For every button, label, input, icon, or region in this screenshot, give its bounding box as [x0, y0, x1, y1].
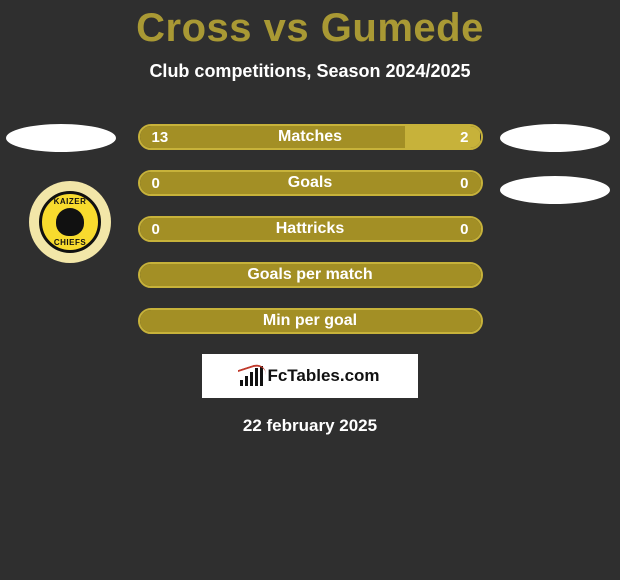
badge-text-top: KAIZER [42, 197, 98, 206]
bar-value-left: 0 [152, 221, 160, 238]
stat-bar-goals-per-match: Goals per match [138, 262, 483, 288]
bar-value-right: 2 [460, 129, 468, 146]
player-left-avatar-placeholder [6, 124, 116, 152]
kaizer-chiefs-logo-icon: KAIZER CHIEFS [39, 191, 101, 253]
comparison-panel: KAIZER CHIEFS 132Matches00Goals00Hattric… [0, 124, 620, 436]
bar-value-left: 13 [152, 129, 169, 146]
stat-bars: 132Matches00Goals00HattricksGoals per ma… [138, 124, 483, 334]
stat-bar-goals: 00Goals [138, 170, 483, 196]
bar-value-left: 0 [152, 175, 160, 192]
player-right-avatar-placeholder [500, 124, 610, 152]
stat-bar-min-per-goal: Min per goal [138, 308, 483, 334]
fctables-chart-icon [240, 366, 263, 386]
date-label: 22 february 2025 [0, 416, 620, 436]
bar-segment-left [140, 218, 481, 240]
bar-value-right: 0 [460, 175, 468, 192]
fctables-logo: FcTables.com [202, 354, 418, 398]
bar-segment-left [140, 310, 481, 332]
subtitle: Club competitions, Season 2024/2025 [0, 61, 620, 82]
bar-segment-left [140, 172, 481, 194]
club-left-badge: KAIZER CHIEFS [29, 181, 111, 263]
club-right-placeholder [500, 176, 610, 204]
fctables-logo-text: FcTables.com [267, 366, 379, 386]
badge-text-bottom: CHIEFS [42, 238, 98, 247]
page-title: Cross vs Gumede [0, 0, 620, 51]
bar-segment-left [140, 126, 406, 148]
bar-segment-left [140, 264, 481, 286]
bar-segment-right [405, 126, 480, 148]
stat-bar-matches: 132Matches [138, 124, 483, 150]
bar-value-right: 0 [460, 221, 468, 238]
stat-bar-hattricks: 00Hattricks [138, 216, 483, 242]
